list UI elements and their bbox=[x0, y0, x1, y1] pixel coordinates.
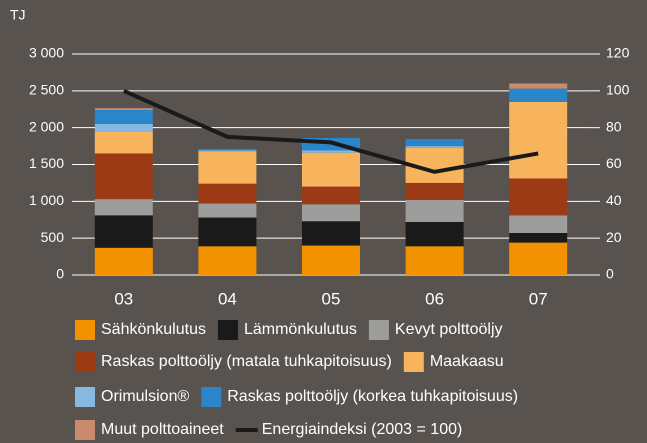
bar-segment bbox=[94, 109, 153, 124]
index-line bbox=[122, 89, 539, 174]
bar-segment bbox=[509, 178, 568, 216]
bar-segment bbox=[198, 246, 257, 275]
legend-label: Raskas polttoöljy (korkea tuhkapitoisuus… bbox=[227, 388, 518, 405]
bar-segment bbox=[94, 215, 153, 248]
y-axis-label: TJ bbox=[10, 7, 26, 23]
legend-swatch bbox=[75, 387, 95, 407]
bar-segment bbox=[94, 108, 153, 110]
bar-segment bbox=[94, 199, 153, 216]
legend-swatch bbox=[217, 320, 238, 340]
bar-segment bbox=[198, 183, 257, 204]
bar-segment bbox=[509, 233, 568, 243]
bar-segment bbox=[405, 139, 464, 147]
bar-segment bbox=[405, 199, 464, 222]
legend-label: Orimulsion® bbox=[101, 388, 189, 405]
bar-segment bbox=[302, 221, 360, 246]
x-tick-label: 07 bbox=[529, 289, 548, 308]
bar-segment bbox=[94, 247, 153, 275]
y-tick-label: 2 500 bbox=[29, 82, 64, 98]
bar-segment bbox=[198, 149, 257, 151]
legend-label: Raskas polttoöljy (matala tuhkapitoisuus… bbox=[101, 353, 392, 370]
legend-swatch bbox=[75, 420, 95, 440]
x-tick-label: 05 bbox=[322, 289, 341, 308]
bar-segment bbox=[509, 242, 568, 275]
y2-tick-label: 80 bbox=[606, 118, 622, 134]
legend-label: Maakaasu bbox=[430, 353, 504, 370]
bar-segment bbox=[509, 101, 568, 179]
y2-tick-label: 20 bbox=[606, 229, 622, 245]
y-tick-label: 500 bbox=[41, 229, 65, 245]
bar-segment bbox=[198, 217, 257, 247]
bar-segment bbox=[509, 215, 568, 234]
legend-label: Sähkönkulutus bbox=[101, 321, 206, 338]
bar-segment bbox=[509, 88, 568, 102]
bar-segment bbox=[198, 151, 257, 184]
legend-label: Muut polttoaineet bbox=[101, 421, 224, 438]
y-tick-label: 3 000 bbox=[29, 45, 64, 61]
bar-segment bbox=[94, 153, 153, 200]
bar-segment bbox=[405, 246, 464, 275]
y2-tick-label: 120 bbox=[606, 45, 630, 61]
x-tick-label: 03 bbox=[114, 289, 133, 308]
bar-segment bbox=[198, 150, 257, 152]
y2-tick-label: 100 bbox=[606, 82, 630, 98]
y-tick-label: 1 000 bbox=[29, 192, 64, 208]
y2-tick-label: 60 bbox=[606, 155, 622, 171]
bar-segment bbox=[302, 186, 360, 205]
legend-swatch bbox=[75, 320, 95, 340]
y-tick-label: 2 000 bbox=[29, 118, 64, 134]
legend-swatch bbox=[75, 352, 95, 372]
bar-segment bbox=[302, 152, 360, 187]
bar-segment bbox=[405, 182, 464, 200]
bar-segment bbox=[302, 150, 360, 153]
y2-tick-label: 0 bbox=[606, 266, 614, 282]
legend-label: Kevyt polttoöljy bbox=[395, 321, 503, 338]
bar-segment bbox=[94, 123, 153, 132]
x-tick-label: 06 bbox=[425, 289, 444, 308]
x-tick-label: 04 bbox=[218, 289, 237, 308]
bar-segment bbox=[94, 131, 153, 154]
bar-segment bbox=[198, 203, 257, 218]
bar-segment bbox=[302, 245, 360, 275]
legend-label: Lämmönkulutus bbox=[244, 321, 357, 338]
bar-segment bbox=[405, 146, 464, 148]
bar-segment bbox=[509, 83, 568, 89]
legend-swatch bbox=[201, 387, 222, 407]
legend-swatch bbox=[403, 352, 424, 372]
bar-segment bbox=[302, 204, 360, 222]
y2-tick-label: 40 bbox=[606, 192, 622, 208]
bar-segment bbox=[405, 221, 464, 247]
legend-label: Energiaindeksi (2003 = 100) bbox=[262, 421, 463, 438]
legend-swatch bbox=[368, 320, 389, 340]
y-tick-label: 1 500 bbox=[29, 155, 64, 171]
legend-swatch bbox=[235, 428, 258, 432]
y-tick-label: 0 bbox=[56, 266, 64, 282]
